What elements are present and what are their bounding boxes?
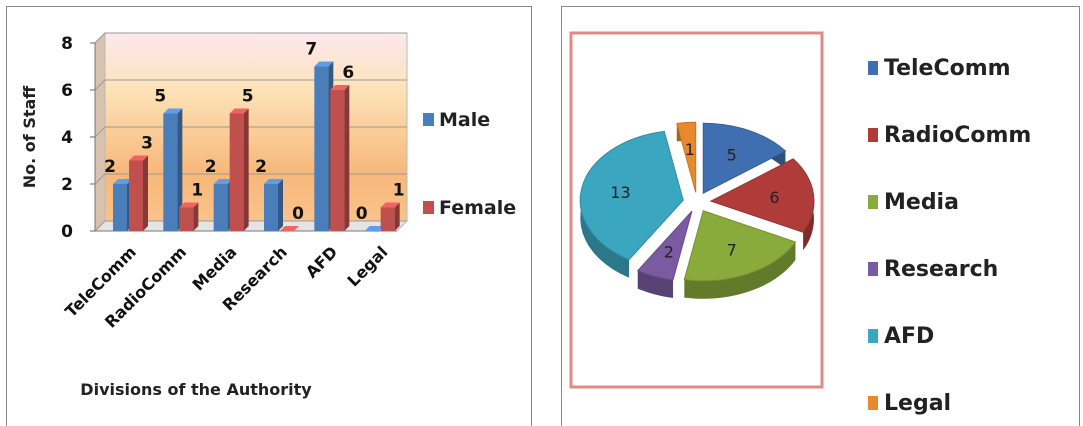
legend-label-research: Research bbox=[884, 257, 998, 282]
x-tick-label: AFD bbox=[302, 242, 341, 281]
gridline bbox=[94, 126, 407, 138]
data-label: 7 bbox=[305, 40, 317, 60]
legend-swatch-afd bbox=[868, 329, 878, 343]
x-axis-title: Divisions of the Authority bbox=[80, 380, 312, 399]
data-label: 1 bbox=[393, 181, 405, 201]
pie-value-label-afd: 13 bbox=[610, 183, 630, 202]
gridline bbox=[94, 32, 407, 44]
data-label: 2 bbox=[104, 157, 116, 177]
pie-value-label-research: 2 bbox=[664, 243, 674, 262]
legend-swatch-male bbox=[423, 113, 434, 126]
bar-top bbox=[163, 108, 183, 114]
y-tick-label: 0 bbox=[61, 222, 73, 242]
bar-side bbox=[394, 202, 400, 231]
y-tick-label: 2 bbox=[61, 175, 73, 195]
bar-side bbox=[177, 108, 183, 231]
legend-swatch-radiocomm bbox=[868, 128, 878, 142]
legend-swatch-telecomm bbox=[868, 61, 878, 75]
bar-top bbox=[213, 179, 233, 184]
legend-label-telecomm: TeleComm bbox=[884, 56, 1011, 81]
bar-top bbox=[364, 226, 384, 231]
pie-slice-media bbox=[683, 210, 797, 282]
bar-chart-panel: 0 2 4 6 8 2 3 TeleComm 5 1 RadioComm 2 5 Media 2 0 Resea… bbox=[6, 6, 532, 426]
gridline bbox=[94, 173, 407, 185]
bar-male-legal bbox=[364, 231, 379, 232]
pie-slice-side-research bbox=[637, 270, 674, 298]
pie-slice-legal bbox=[676, 121, 697, 193]
data-label: 1 bbox=[191, 181, 203, 201]
gridline bbox=[94, 79, 407, 91]
gridline bbox=[94, 220, 407, 232]
pie-slice-afd bbox=[579, 130, 684, 261]
pie-value-label-media: 7 bbox=[727, 241, 737, 260]
data-label: 6 bbox=[342, 63, 354, 83]
bar-side bbox=[193, 202, 199, 231]
bar-top bbox=[280, 226, 299, 231]
bar-top bbox=[129, 155, 148, 161]
y-tick-label: 8 bbox=[61, 34, 73, 54]
pie-tops: 5 6 7 2 13 1 bbox=[579, 121, 815, 282]
pie-slice-side-media bbox=[684, 241, 796, 299]
pie-slice-telecomm bbox=[702, 122, 787, 195]
legend-swatch-media bbox=[868, 195, 878, 209]
legend-label-female: Female bbox=[439, 197, 516, 219]
bar-male-radiocomm bbox=[163, 113, 178, 231]
data-label: 2 bbox=[205, 157, 217, 177]
bar-female-media bbox=[229, 113, 244, 231]
data-label: 0 bbox=[356, 204, 368, 224]
bar-side bbox=[243, 108, 249, 231]
bar-female-radiocomm bbox=[179, 207, 194, 231]
bar-female-legal bbox=[380, 207, 395, 231]
bar-male-media bbox=[213, 184, 228, 231]
y-axis-title: No. of Staff bbox=[20, 85, 39, 189]
bar-female-research bbox=[280, 231, 294, 232]
y-tick-label: 4 bbox=[61, 128, 73, 148]
legend-label-radiocomm: RadioComm bbox=[884, 123, 1031, 148]
data-label: 0 bbox=[292, 204, 304, 224]
bar-top bbox=[380, 202, 400, 208]
pie-value-label-legal: 1 bbox=[685, 140, 695, 159]
bar-top bbox=[179, 202, 199, 208]
bar-side bbox=[278, 179, 283, 231]
pie-frame bbox=[569, 31, 824, 389]
legend-label-legal: Legal bbox=[884, 391, 951, 416]
bar-top bbox=[113, 179, 132, 184]
bar-female-telecomm bbox=[129, 160, 143, 231]
bar-side bbox=[344, 85, 350, 231]
legend-label-male: Male bbox=[439, 109, 490, 131]
bar-top bbox=[229, 108, 249, 114]
pie-slice-research bbox=[636, 210, 693, 281]
legend-swatch-research bbox=[868, 262, 878, 276]
legend-swatch-female bbox=[423, 201, 434, 214]
pie-value-label-telecomm: 5 bbox=[727, 145, 737, 164]
bar-male-research bbox=[264, 184, 278, 231]
bar-male-telecomm bbox=[113, 184, 127, 231]
pie-chart: 5 6 7 2 13 1 TeleComm RadioComm Media Research AFD… bbox=[569, 31, 1031, 416]
legend-label-afd: AFD bbox=[884, 324, 934, 349]
bar-male-afd bbox=[314, 66, 329, 231]
pie-value-label-radiocomm: 6 bbox=[769, 188, 779, 207]
data-label: 2 bbox=[255, 157, 267, 177]
pie-slice-radiocomm bbox=[709, 158, 815, 233]
x-tick-label: Legal bbox=[344, 242, 392, 290]
bar-female-afd bbox=[330, 90, 345, 231]
bar-side bbox=[143, 155, 148, 231]
data-label: 5 bbox=[154, 87, 166, 107]
bar-chart: 0246823TeleComm51RadioComm25Media20Resea… bbox=[20, 31, 516, 399]
data-label: 5 bbox=[242, 87, 254, 107]
pie-chart-panel: 5 6 7 2 13 1 TeleComm RadioComm Media Research AFD… bbox=[561, 6, 1080, 426]
legend-label-media: Media bbox=[884, 190, 959, 215]
legend-swatch-legal bbox=[868, 396, 878, 410]
bar-top bbox=[264, 179, 283, 184]
bar-top bbox=[330, 85, 350, 90]
bar-top bbox=[314, 61, 334, 67]
data-label: 3 bbox=[141, 134, 153, 154]
y-tick-label: 6 bbox=[61, 81, 73, 101]
